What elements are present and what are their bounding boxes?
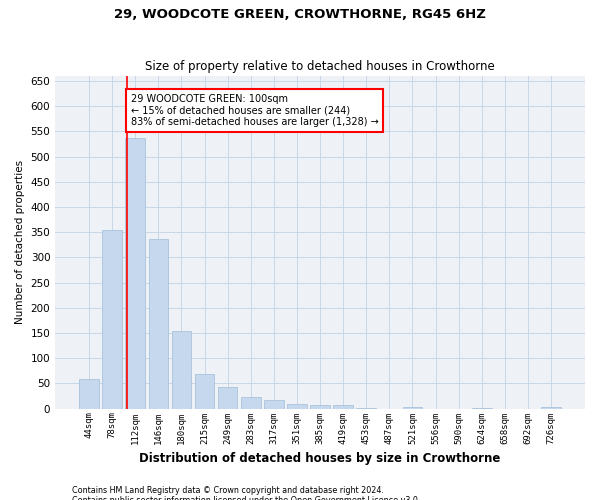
Bar (172, 330, 191, 408)
Bar (310, 404, 330, 408)
Bar (149, 239, 168, 408)
Bar (264, 400, 284, 408)
Y-axis label: Number of detached properties: Number of detached properties (15, 160, 25, 324)
Text: Contains public sector information licensed under the Open Government Licence v3: Contains public sector information licen… (72, 496, 421, 500)
Title: Size of property relative to detached houses in Crowthorne: Size of property relative to detached ho… (145, 60, 495, 74)
Bar (218, 388, 238, 408)
Bar (334, 404, 353, 408)
Bar (195, 374, 214, 408)
Text: 29, WOODCOTE GREEN, CROWTHORNE, RG45 6HZ: 29, WOODCOTE GREEN, CROWTHORNE, RG45 6HZ (114, 8, 486, 20)
Bar (541, 407, 561, 408)
Bar (125, 138, 145, 408)
X-axis label: Distribution of detached houses by size in Crowthorne: Distribution of detached houses by size … (139, 452, 501, 465)
Bar (241, 397, 260, 408)
Bar (79, 380, 99, 408)
Bar (287, 404, 307, 408)
Text: 29 WOODCOTE GREEN: 100sqm
← 15% of detached houses are smaller (244)
83% of semi: 29 WOODCOTE GREEN: 100sqm ← 15% of detac… (131, 94, 379, 127)
Bar (403, 406, 422, 408)
Bar (103, 230, 122, 408)
Text: Contains HM Land Registry data © Crown copyright and database right 2024.: Contains HM Land Registry data © Crown c… (72, 486, 384, 495)
